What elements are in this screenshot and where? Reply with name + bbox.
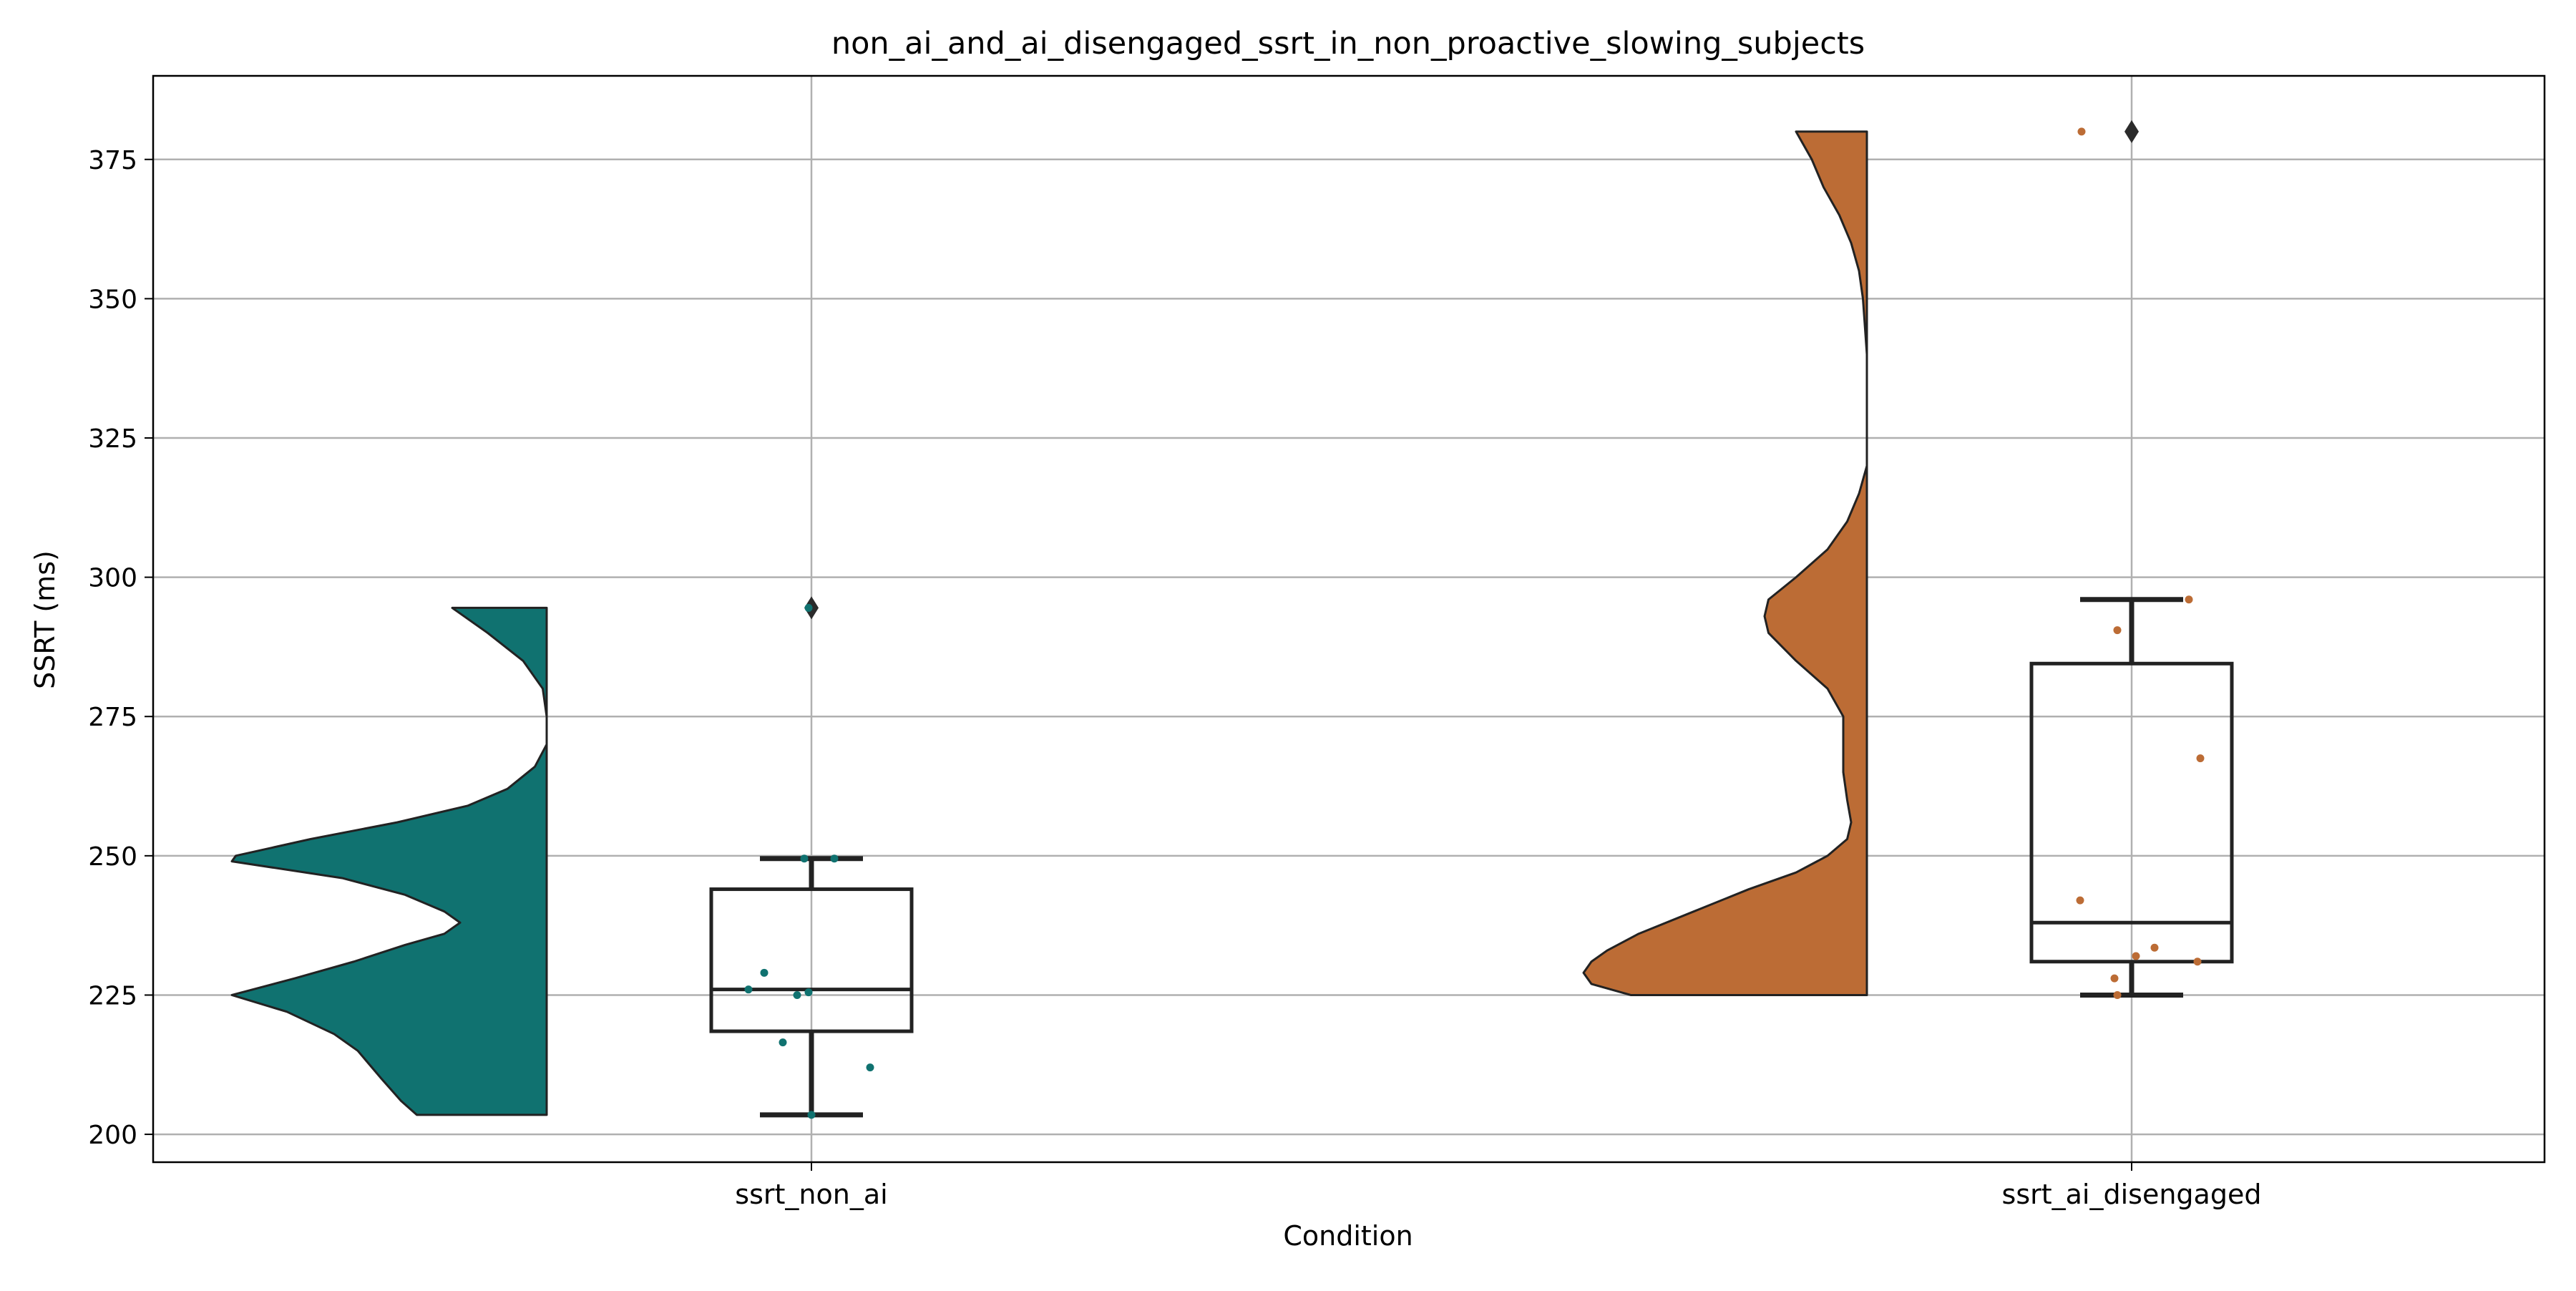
y-tick-label: 275 <box>88 703 137 732</box>
data-point <box>2132 952 2140 960</box>
box-ssrt_non_ai <box>709 887 914 1033</box>
data-point <box>2113 626 2122 635</box>
box-ssrt_ai_disengaged <box>2029 661 2234 964</box>
x-tick-label: ssrt_non_ai <box>735 1179 887 1210</box>
data-point <box>807 1111 816 1119</box>
violins <box>230 130 1868 1116</box>
x-tick-label: ssrt_ai_disengaged <box>2002 1179 2262 1210</box>
data-point <box>2196 754 2205 763</box>
y-tick-label: 250 <box>88 842 137 872</box>
data-point <box>2150 943 2159 952</box>
y-tick-label: 300 <box>88 564 137 593</box>
y-tick-label: 225 <box>88 981 137 1010</box>
data-point <box>2077 127 2086 136</box>
axes: 200 225 250 275 300 325 350 375 ssrt_non_ai ssrt_… <box>88 146 2261 1210</box>
data-point <box>2110 974 2119 983</box>
y-tick-label: 325 <box>88 424 137 454</box>
data-points <box>744 127 2205 1119</box>
data-point <box>2113 990 2122 999</box>
data-point <box>2185 595 2193 604</box>
data-point <box>793 990 801 999</box>
violin-ssrt_non_ai <box>230 606 548 1116</box>
data-point <box>866 1063 874 1072</box>
violin-ssrt_ai_disengaged <box>1582 130 1868 996</box>
y-axis-label: SSRT (ms) <box>29 550 61 689</box>
plot-frame <box>152 74 2546 1164</box>
outlier-marker <box>2124 120 2139 143</box>
boxplots <box>709 120 2234 1118</box>
data-point <box>804 988 813 997</box>
data-point <box>744 985 753 994</box>
y-tick-label: 375 <box>88 146 137 175</box>
chart-title: non_ai_and_ai_disengaged_ssrt_in_non_pro… <box>831 26 1865 62</box>
data-point <box>760 968 769 977</box>
data-point <box>804 603 813 612</box>
grid <box>153 76 2545 1162</box>
y-tick-label: 200 <box>88 1121 137 1150</box>
data-point <box>2076 896 2084 905</box>
data-point <box>800 854 809 863</box>
x-axis-label: Condition <box>1283 1220 1413 1252</box>
y-tick-label: 350 <box>88 285 137 314</box>
data-point <box>2193 958 2202 966</box>
data-point <box>830 854 839 863</box>
data-point <box>779 1038 787 1047</box>
